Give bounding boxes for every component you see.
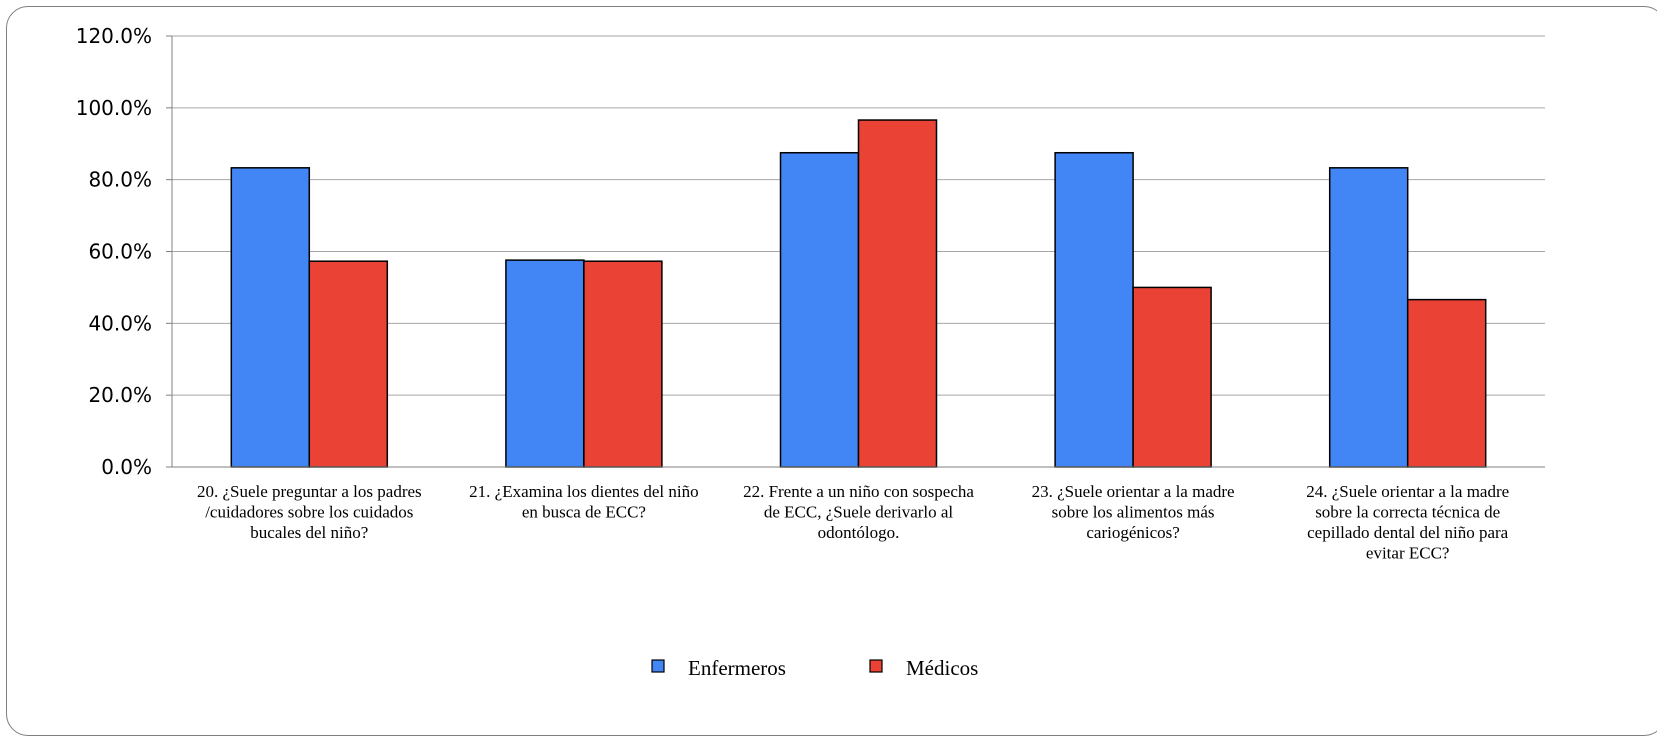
x-axis: 20. ¿Suele preguntar a los padres/cuidad…	[172, 466, 1545, 563]
legend-label: Médicos	[906, 656, 978, 680]
y-tick-label: 100.0%	[76, 96, 152, 120]
bars	[230, 119, 1487, 468]
x-category-label: 24. ¿Suele orientar a la madre sobre la c…	[1306, 482, 1509, 563]
y-axis: 0.0% 20.0% 40.0% 60.0% 80.0% 100.0% 120.0%	[76, 24, 173, 479]
legend: Enfermeros Médicos	[651, 656, 978, 680]
x-category-label: 21. ¿Examina los dientes del niño en busc…	[469, 482, 698, 522]
y-tick-label: 80.0%	[88, 168, 152, 192]
y-tick-label: 0.0%	[101, 455, 152, 479]
bar-enfermeros	[1054, 151, 1134, 468]
bar-mdicos	[857, 119, 938, 468]
bar-enfermeros	[1328, 167, 1409, 468]
bar-mdicos	[1132, 286, 1212, 468]
y-tick-label: 40.0%	[88, 311, 152, 335]
bar-mdicos	[583, 260, 663, 468]
bar-mdicos	[308, 260, 389, 468]
bar-enfermeros	[505, 259, 585, 468]
x-category-label: 23. ¿Suele orientar a la madre sobre los …	[1032, 482, 1235, 542]
bar-enfermeros	[230, 167, 311, 468]
y-tick-label: 60.0%	[88, 240, 152, 264]
y-tick-label: 20.0%	[88, 383, 152, 407]
y-tick-label: 120.0%	[76, 24, 152, 48]
bar-mdicos	[1406, 298, 1487, 468]
legend-swatch	[869, 659, 883, 673]
x-category-label: 20. ¿Suele preguntar a los padres/cuidad…	[197, 482, 422, 542]
legend-swatch	[651, 659, 665, 673]
x-category-label: 22. Frente a un niño con sospecha de ECC,…	[743, 482, 974, 542]
bar-enfermeros	[779, 151, 860, 468]
legend-label: Enfermeros	[688, 656, 786, 680]
